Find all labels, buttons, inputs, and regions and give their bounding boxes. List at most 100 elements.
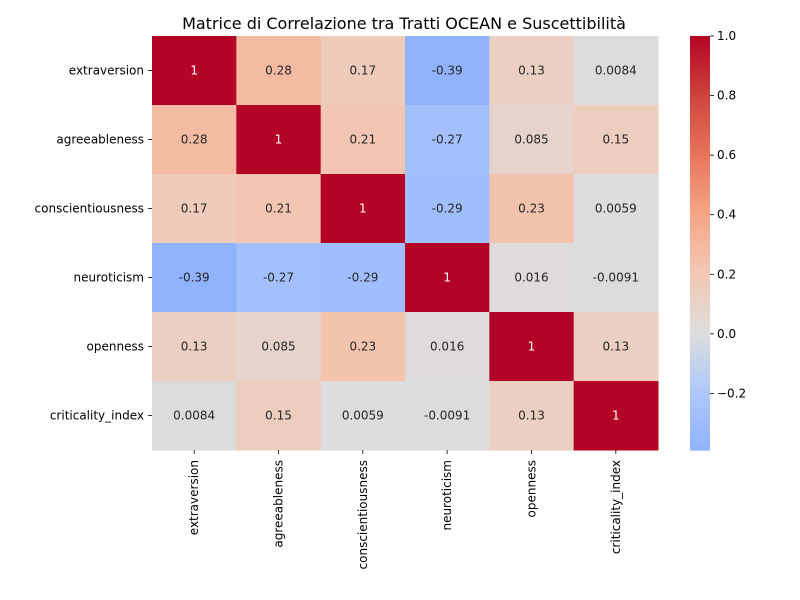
colorbar-tick-label: 0.8 bbox=[717, 89, 736, 103]
colorbar-segment bbox=[690, 381, 710, 386]
colorbar-segment bbox=[690, 425, 710, 430]
heatmap-cell bbox=[489, 243, 575, 313]
colorbar-segment bbox=[690, 184, 710, 189]
colorbar-segment bbox=[690, 94, 710, 99]
colorbar-segment bbox=[690, 156, 710, 161]
colorbar-segment bbox=[690, 101, 710, 106]
cell-value-label: 0.21 bbox=[349, 133, 376, 147]
colorbar-segment bbox=[690, 249, 710, 254]
colorbar-segment bbox=[690, 187, 710, 192]
colorbar-segment bbox=[690, 349, 710, 354]
cell-value-label: 0.13 bbox=[181, 340, 208, 354]
colorbar-segment bbox=[690, 346, 710, 351]
colorbar-segment bbox=[690, 439, 710, 444]
colorbar-segment bbox=[690, 243, 710, 248]
cell-value-label: -0.27 bbox=[432, 133, 463, 147]
colorbar-segment bbox=[690, 236, 710, 241]
colorbar-segment bbox=[690, 77, 710, 82]
colorbar-segment bbox=[690, 339, 710, 344]
colorbar-tick-label: −0.2 bbox=[717, 386, 746, 400]
colorbar-segment bbox=[690, 87, 710, 92]
heatmap-cell bbox=[489, 174, 575, 244]
colorbar-segment bbox=[690, 246, 710, 251]
heatmap-cell bbox=[236, 36, 322, 106]
y-tick-label: extraversion bbox=[69, 64, 144, 78]
heatmap-cell bbox=[489, 105, 575, 175]
colorbar-segment bbox=[690, 194, 710, 199]
colorbar-segment bbox=[690, 163, 710, 168]
y-tick-label: neuroticism bbox=[73, 271, 144, 285]
heatmap-cell bbox=[573, 36, 659, 106]
cell-value-label: 1 bbox=[190, 64, 198, 78]
colorbar-segment bbox=[690, 105, 710, 110]
colorbar-segment bbox=[690, 63, 710, 68]
colorbar-segment bbox=[690, 287, 710, 292]
heatmap-cell bbox=[236, 174, 322, 244]
colorbar-segment bbox=[690, 336, 710, 341]
colorbar-segment bbox=[690, 291, 710, 296]
colorbar-segment bbox=[690, 125, 710, 130]
cell-value-label: 0.13 bbox=[518, 409, 545, 423]
colorbar-segment bbox=[690, 60, 710, 65]
colorbar-segment bbox=[690, 353, 710, 358]
colorbar-segment bbox=[690, 370, 710, 375]
cell-value-label: 0.17 bbox=[349, 64, 376, 78]
cell-value-label: -0.29 bbox=[347, 271, 378, 285]
cell-value-label: 0.17 bbox=[181, 202, 208, 216]
colorbar-segment bbox=[690, 84, 710, 89]
colorbar-segment bbox=[690, 360, 710, 365]
heatmap-cell bbox=[236, 312, 322, 382]
heatmap-cell bbox=[489, 36, 575, 106]
cell-value-label: 0.23 bbox=[518, 202, 545, 216]
colorbar-segment bbox=[690, 180, 710, 185]
colorbar-segment bbox=[690, 312, 710, 317]
colorbar-segment bbox=[690, 356, 710, 361]
heatmap-cell bbox=[236, 243, 322, 313]
heatmap-cell bbox=[573, 174, 659, 244]
cell-value-label: 1 bbox=[528, 340, 536, 354]
y-tick-label: openness bbox=[87, 340, 144, 354]
colorbar-segment bbox=[690, 332, 710, 337]
heatmap-cell bbox=[236, 381, 322, 451]
cell-value-label: 0.085 bbox=[261, 340, 295, 354]
colorbar-segment bbox=[690, 422, 710, 427]
x-tick-labels: extraversion agreeableness conscientiousne… bbox=[187, 450, 623, 569]
heatmap-cell bbox=[573, 312, 659, 382]
colorbar-segment bbox=[690, 401, 710, 406]
y-tick-label: conscientiousness bbox=[35, 202, 144, 216]
heatmap-cell bbox=[152, 243, 237, 313]
cell-value-label: 0.016 bbox=[514, 271, 548, 285]
colorbar-segment bbox=[690, 142, 710, 147]
colorbar-segment bbox=[690, 36, 710, 41]
colorbar-segment bbox=[690, 408, 710, 413]
cell-value-label: -0.0091 bbox=[424, 409, 470, 423]
colorbar-segment bbox=[690, 167, 710, 172]
heatmap-cell bbox=[320, 381, 406, 451]
heatmap-cell bbox=[405, 174, 490, 244]
cell-value-label: 0.15 bbox=[602, 133, 629, 147]
colorbar-segment bbox=[690, 215, 710, 220]
colorbar-segment bbox=[690, 229, 710, 234]
cell-value-label: 0.0059 bbox=[595, 202, 637, 216]
colorbar-segment bbox=[690, 108, 710, 113]
heatmap-cell bbox=[320, 105, 406, 175]
heatmap-cell bbox=[405, 105, 490, 175]
colorbar-segment bbox=[690, 129, 710, 134]
cell-value-label: -0.39 bbox=[179, 271, 210, 285]
cell-value-label: 1 bbox=[359, 202, 367, 216]
x-tick-label: extraversion bbox=[187, 460, 201, 535]
y-tick-labels: extraversion agreeableness conscientiousne… bbox=[35, 64, 152, 423]
colorbar-segment bbox=[690, 222, 710, 227]
y-tick-label: criticality_index bbox=[50, 409, 144, 423]
colorbar-segment bbox=[690, 211, 710, 216]
colorbar-segment bbox=[690, 153, 710, 158]
colorbar: −0.2 0.0 0.2 0.4 0.6 0.8 1.0 bbox=[690, 29, 746, 451]
cell-value-label: -0.29 bbox=[432, 202, 463, 216]
colorbar-segment bbox=[690, 111, 710, 116]
colorbar-segment bbox=[690, 387, 710, 392]
colorbar-segment bbox=[690, 418, 710, 423]
colorbar-segment bbox=[690, 91, 710, 96]
colorbar-segment bbox=[690, 70, 710, 75]
x-tick-label: agreeableness bbox=[272, 460, 286, 548]
colorbar-segment bbox=[690, 232, 710, 237]
